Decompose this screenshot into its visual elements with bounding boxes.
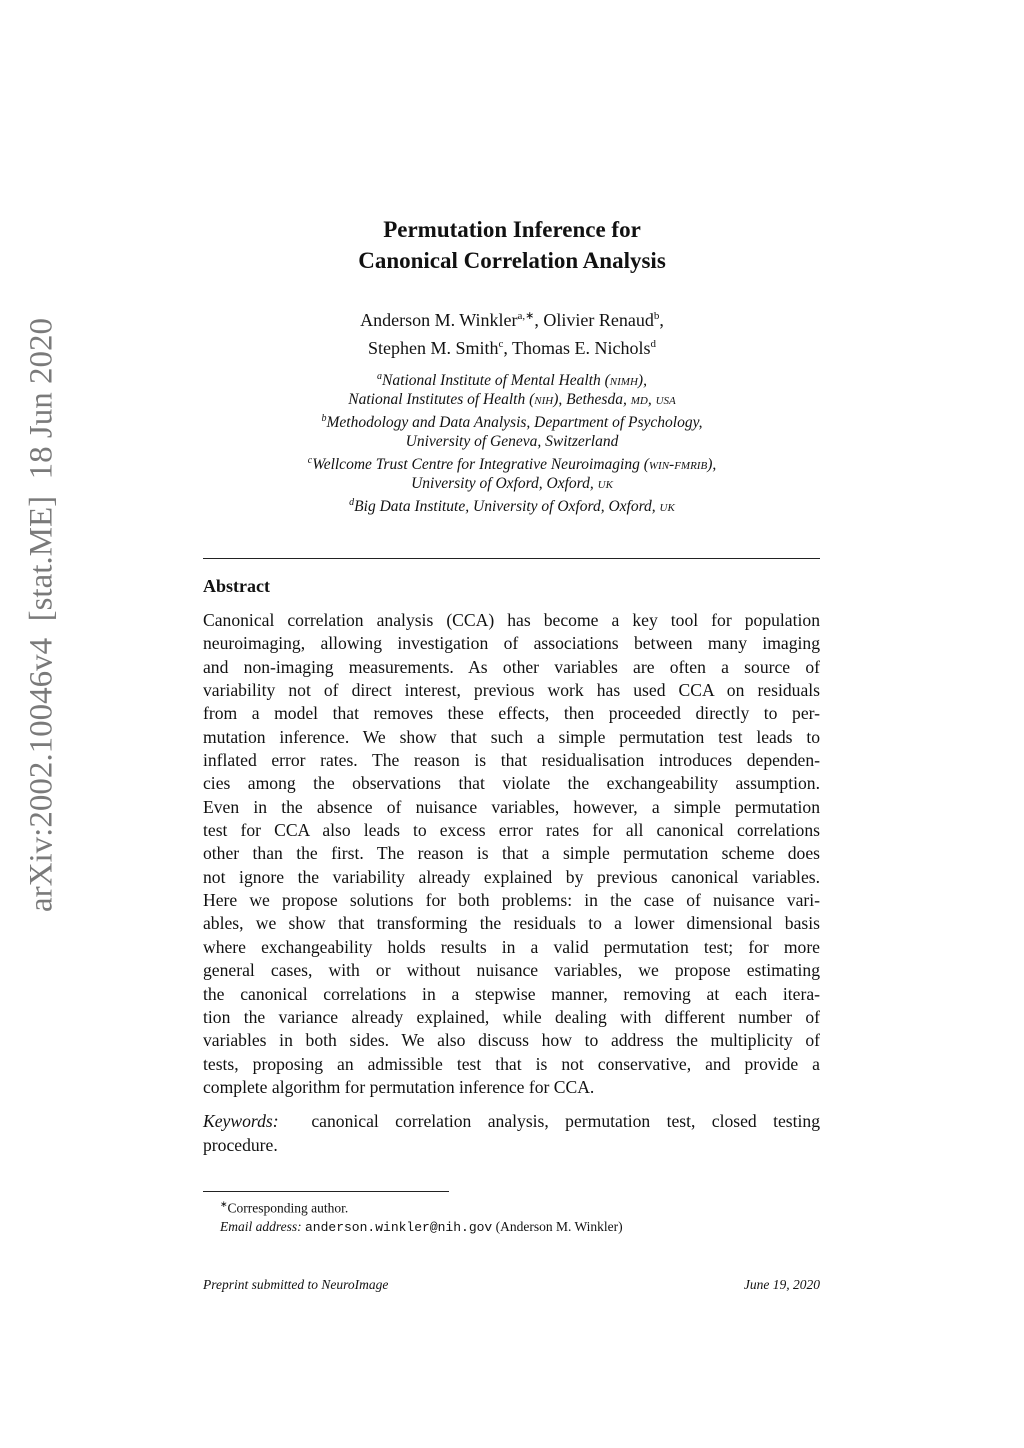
- abstract-line: other than the first. The reason is that…: [203, 843, 820, 864]
- affiliation-line: Methodology and Data Analysis, Departmen…: [326, 414, 703, 432]
- abstract-body: Canonical correlation analysis (CCA) has…: [203, 609, 820, 1099]
- abstract-line: inflated error rates. The reason is that…: [203, 750, 820, 771]
- abstract-line: tion the variance already explained, whi…: [203, 1006, 820, 1027]
- abstract-line: cies among the observations that violate…: [203, 773, 820, 794]
- abstract-line: Even in the absence of nuisance variable…: [203, 796, 820, 817]
- abstract-line: the canonical correlations in a stepwise…: [203, 983, 820, 1004]
- email-label: Email address:: [220, 1218, 302, 1234]
- author-affiliation-mark: a,∗: [517, 310, 535, 322]
- affiliation-mark: d: [349, 497, 355, 509]
- title-line: Canonical Correlation Analysis: [358, 248, 666, 273]
- abstract-line: mutation inference. We show that such a …: [203, 726, 820, 747]
- keywords-text: procedure.: [203, 1135, 278, 1155]
- abstract-line: test for CCA also leads to excess error …: [203, 820, 820, 841]
- email-address[interactable]: anderson.winkler@nih.gov: [305, 1219, 493, 1235]
- author-affiliation-mark: d: [650, 338, 657, 350]
- abstract-line: not ignore the variability already expla…: [203, 866, 820, 887]
- affiliation-line: National Institute of Mental Health (nim…: [382, 372, 647, 390]
- paper-title: Permutation Inference for Canonical Corr…: [0, 214, 1024, 276]
- abstract-line: complete algorithm for permutation infer…: [203, 1076, 595, 1097]
- keywords-label: Keywords:: [203, 1111, 279, 1131]
- abstract-line: general cases, with or without nuisance …: [203, 960, 820, 981]
- abstract-line: and non-imaging measurements. As other v…: [203, 656, 820, 677]
- abstract-line: neuroimaging, allowing investigation of …: [203, 633, 820, 654]
- affiliation-line: University of Oxford, Oxford, uk: [411, 475, 613, 493]
- affiliation-line: Wellcome Trust Centre for Integrative Ne…: [312, 456, 717, 474]
- affiliation-mark: c: [307, 455, 313, 467]
- footer-date: June 19, 2020: [743, 1277, 820, 1292]
- author-name: Stephen M. Smith: [367, 338, 499, 358]
- corresponding-author-note: Corresponding author.: [227, 1200, 349, 1216]
- author-name: Anderson M. Winkler: [360, 310, 518, 330]
- title-line: Permutation Inference for: [383, 217, 641, 242]
- abstract-line: ables, we show that transforming the res…: [203, 913, 820, 934]
- affiliation-line: University of Geneva, Switzerland: [405, 433, 619, 451]
- keywords-text: canonical correlation analysis, permutat…: [311, 1111, 821, 1131]
- footnote-marker: ∗: [220, 1199, 228, 1209]
- abstract-heading: Abstract: [203, 576, 270, 596]
- abstract-line: Here we propose solutions for both probl…: [203, 890, 820, 911]
- affiliation-mark: a: [377, 371, 383, 382]
- email-owner: (Anderson M. Winkler): [495, 1218, 623, 1234]
- abstract-line: tests, proposing an admissible test that…: [203, 1053, 820, 1074]
- abstract-top-rule: [203, 558, 820, 559]
- affiliation-line: National Institutes of Health (nih), Bet…: [348, 391, 676, 409]
- keywords: Keywords: canonical correlation analysis…: [203, 1109, 820, 1157]
- affiliations: aNational Institute of Mental Health (ni…: [0, 367, 1024, 517]
- footer-journal: Preprint submitted to NeuroImage: [203, 1277, 389, 1292]
- author-name: Olivier Renaud: [543, 310, 654, 330]
- abstract-line: Canonical correlation analysis (CCA) has…: [203, 610, 820, 630]
- abstract-line: where exchangeability holds results in a…: [203, 936, 820, 957]
- author-name: Thomas E. Nichols: [512, 338, 651, 358]
- author-list: Anderson M. Winklera,∗, Olivier Renaudb,…: [360, 310, 664, 358]
- abstract-line: variables in both sides. We also discuss…: [203, 1030, 820, 1051]
- author-affiliation-mark: c: [498, 338, 504, 350]
- footnote-rule: [203, 1191, 449, 1192]
- affiliation-mark: b: [321, 413, 327, 425]
- author-affiliation-mark: b: [653, 310, 660, 322]
- footnote: ∗Corresponding author. Email address: an…: [220, 1195, 623, 1237]
- abstract-line: from a model that removes these effects,…: [203, 703, 820, 724]
- affiliation-line: Big Data Institute, University of Oxford…: [354, 498, 675, 516]
- abstract-line: variability not of direct interest, prev…: [203, 680, 820, 701]
